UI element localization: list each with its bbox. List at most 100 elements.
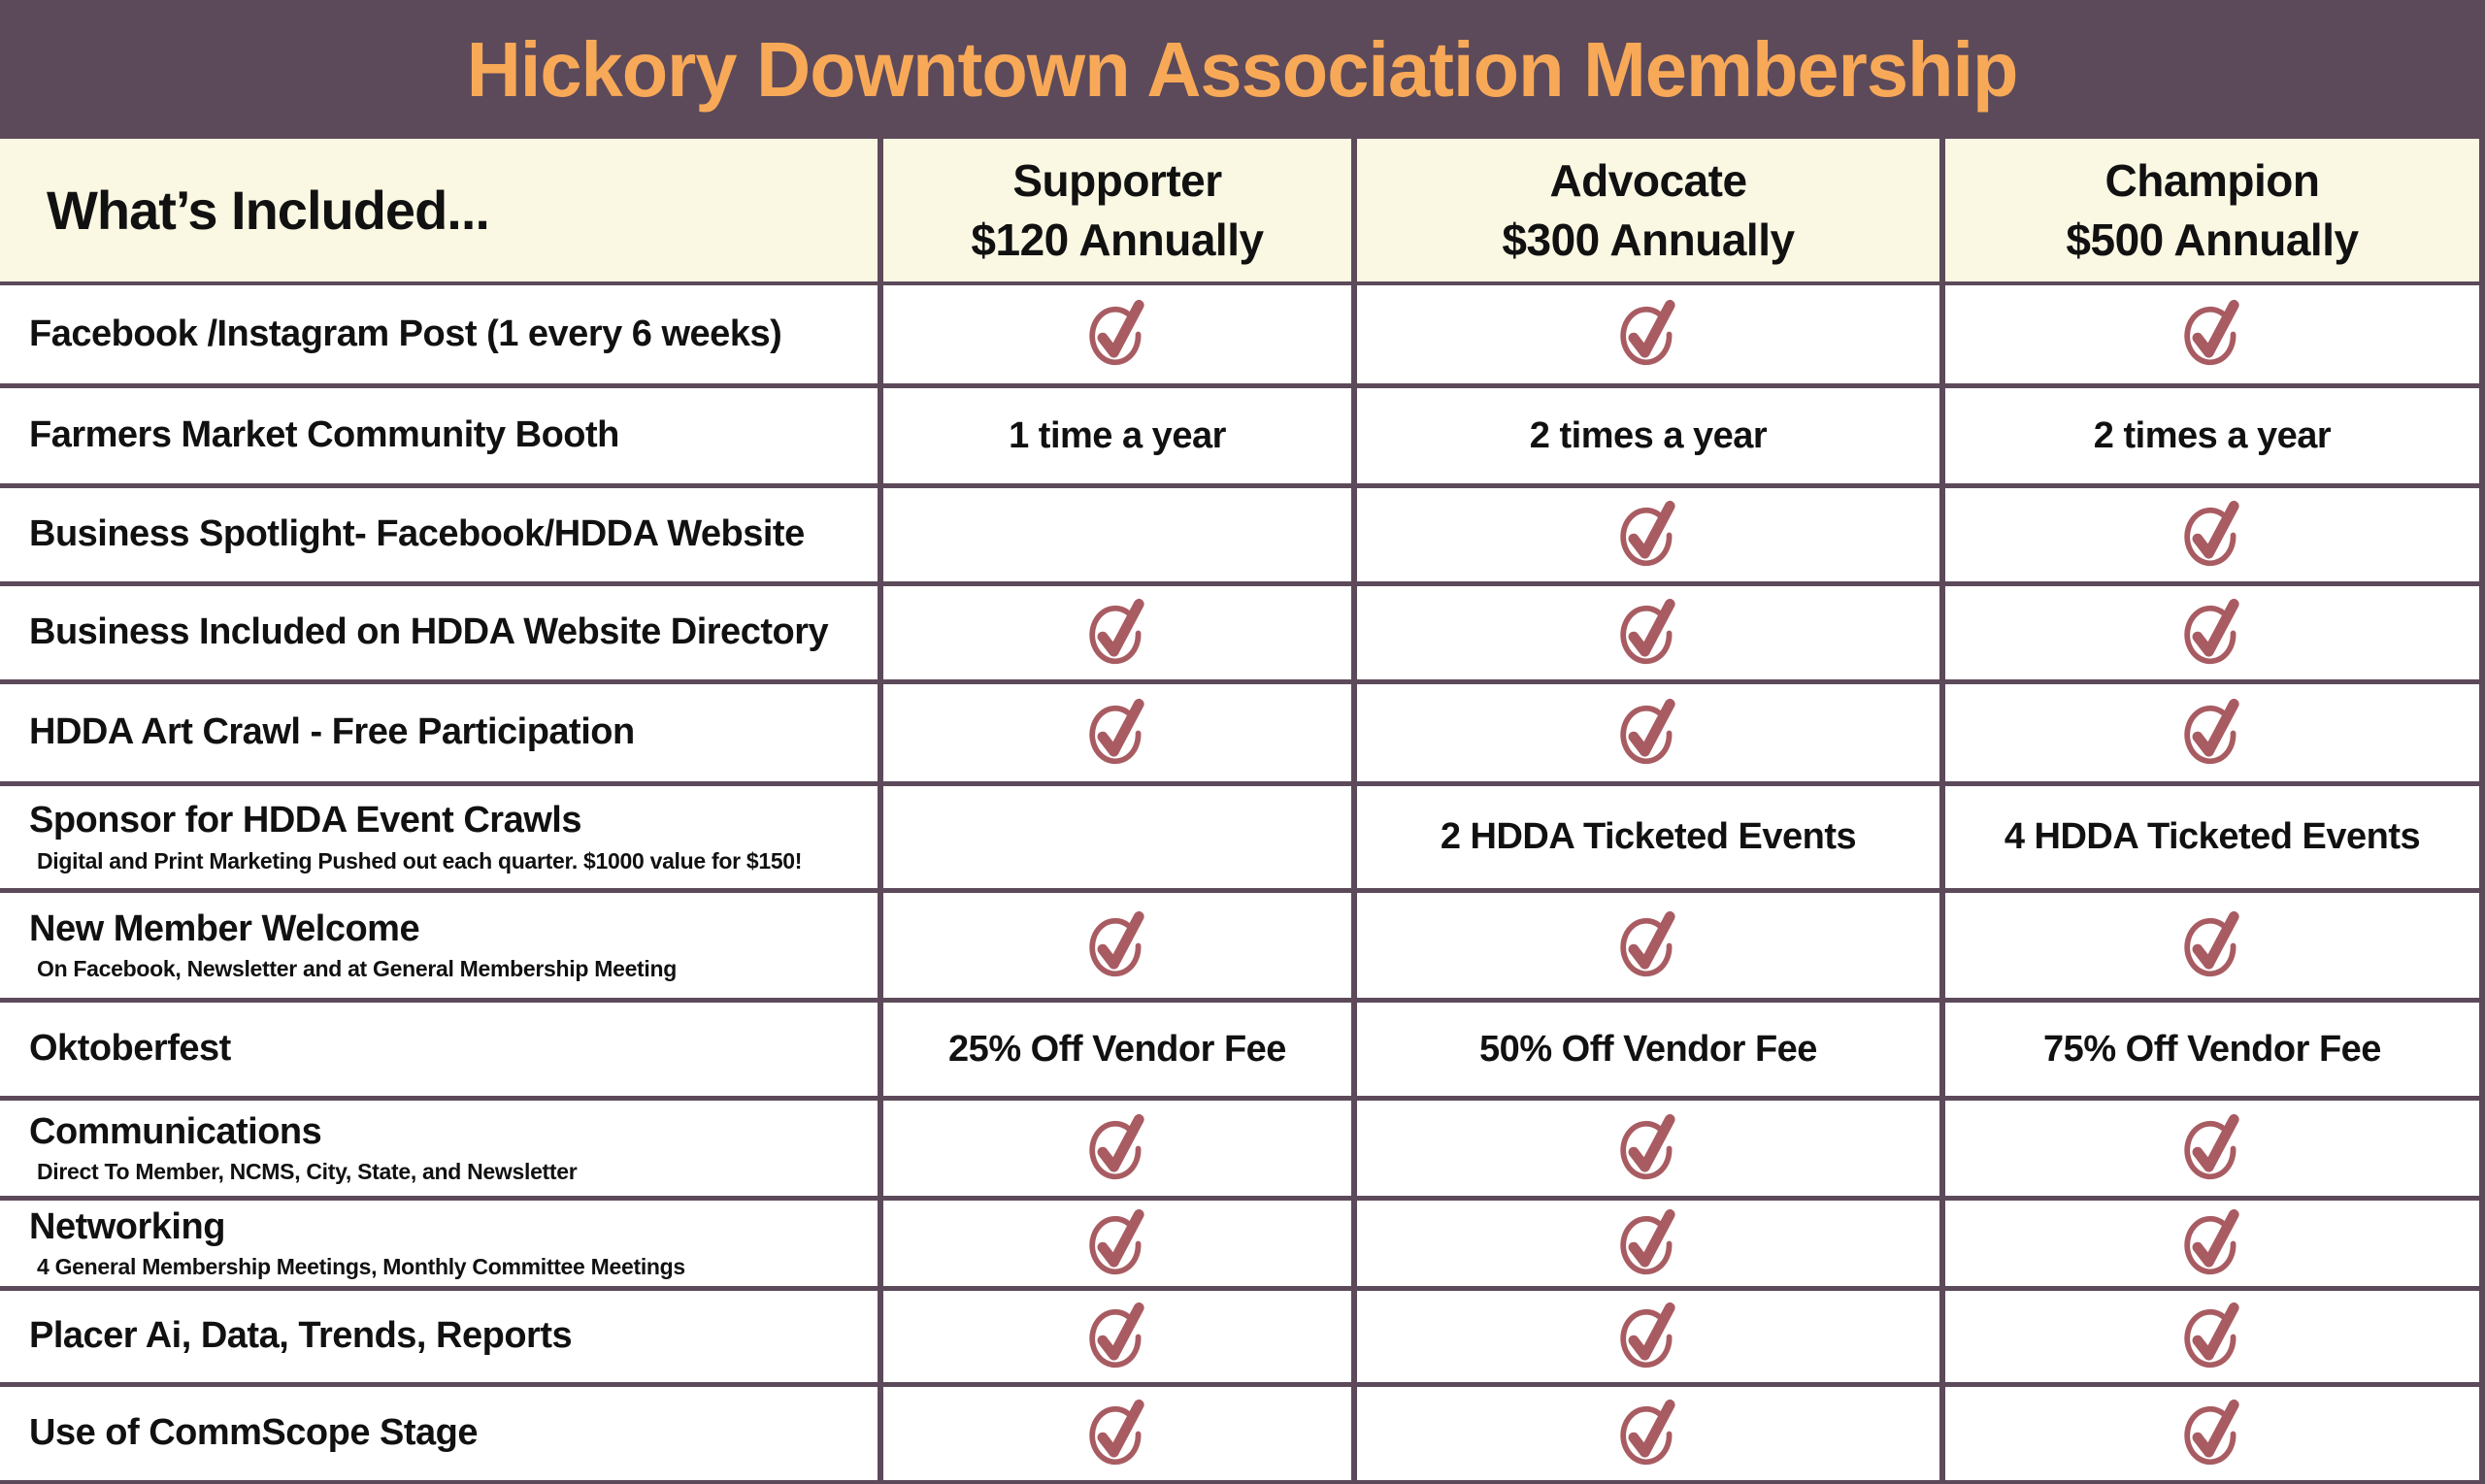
advocate-value-cell — [1357, 586, 1945, 679]
feature-cell: HDDA Art Crawl - Free Participation — [0, 684, 883, 781]
advocate-value-cell — [1357, 893, 1945, 998]
supporter-value-cell — [883, 684, 1357, 781]
feature-sublabel: 4 General Membership Meetings, Monthly C… — [37, 1254, 685, 1280]
advocate-value-cell — [1357, 1291, 1945, 1382]
advocate-value-cell: 50% Off Vendor Fee — [1357, 1003, 1945, 1096]
feature-label: HDDA Art Crawl - Free Participation — [29, 711, 635, 753]
table-row: New Member Welcome On Facebook, Newslett… — [0, 893, 2485, 1003]
champion-value-cell — [1945, 488, 2485, 581]
feature-label: Networking — [29, 1205, 225, 1247]
table-row: Business Spotlight- Facebook/HDDA Websit… — [0, 488, 2485, 586]
checkmark-icon — [1620, 299, 1675, 366]
table-row: HDDA Art Crawl - Free Participation — [0, 684, 2485, 786]
column-header-champion: Champion $500 Annually — [1945, 139, 2485, 281]
champion-value-cell — [1945, 893, 2485, 998]
checkmark-icon — [1620, 698, 1675, 764]
checkmark-icon — [2184, 698, 2239, 764]
checkmark-icon — [1089, 910, 1144, 976]
title-bar: Hickory Downtown Association Membership — [0, 0, 2485, 139]
feature-sublabel: On Facebook, Newsletter and at General M… — [37, 956, 678, 982]
feature-cell: New Member Welcome On Facebook, Newslett… — [0, 893, 883, 998]
advocate-value-cell — [1357, 488, 1945, 581]
supporter-value-cell — [883, 488, 1357, 581]
cell-value: 2 times a year — [1529, 414, 1768, 456]
cell-value: 2 HDDA Ticketed Events — [1440, 816, 1857, 857]
feature-label: Business Included on HDDA Website Direct… — [29, 611, 829, 653]
plan-price: $300 Annually — [1502, 214, 1795, 265]
table-row: Business Included on HDDA Website Direct… — [0, 586, 2485, 684]
feature-cell: Placer Ai, Data, Trends, Reports — [0, 1291, 883, 1382]
checkmark-icon — [1620, 1208, 1675, 1274]
table-row: Oktoberfest 25% Off Vendor Fee 50% Off V… — [0, 1003, 2485, 1101]
advocate-value-cell — [1357, 684, 1945, 781]
feature-label: Sponsor for HDDA Event Crawls — [29, 800, 581, 841]
plan-price: $500 Annually — [2066, 214, 2359, 265]
table-row: Farmers Market Community Booth 1 time a … — [0, 388, 2485, 488]
checkmark-icon — [2184, 1113, 2239, 1179]
champion-value-cell: 75% Off Vendor Fee — [1945, 1003, 2485, 1096]
table-row: Facebook /Instagram Post (1 every 6 week… — [0, 285, 2485, 388]
feature-cell: Business Spotlight- Facebook/HDDA Websit… — [0, 488, 883, 581]
checkmark-icon — [2184, 500, 2239, 566]
plan-name: Advocate — [1549, 154, 1747, 206]
champion-value-cell — [1945, 285, 2485, 383]
feature-label: Placer Ai, Data, Trends, Reports — [29, 1315, 573, 1357]
champion-value-cell: 4 HDDA Ticketed Events — [1945, 786, 2485, 888]
feature-cell: Farmers Market Community Booth — [0, 388, 883, 483]
advocate-value-cell — [1357, 285, 1945, 383]
supporter-value-cell — [883, 586, 1357, 679]
feature-label: Oktoberfest — [29, 1028, 231, 1070]
checkmark-icon — [2184, 1302, 2239, 1368]
table-header-row: What’s Included... Supporter $120 Annual… — [0, 139, 2485, 285]
supporter-value-cell: 25% Off Vendor Fee — [883, 1003, 1357, 1096]
champion-value-cell — [1945, 684, 2485, 781]
feature-label: New Member Welcome — [29, 907, 420, 949]
cell-value: 1 time a year — [1009, 414, 1226, 456]
supporter-value-cell — [883, 1387, 1357, 1480]
column-header-advocate: Advocate $300 Annually — [1357, 139, 1945, 281]
cell-value: 25% Off Vendor Fee — [948, 1028, 1286, 1070]
advocate-value-cell — [1357, 1201, 1945, 1286]
cell-value: 75% Off Vendor Fee — [2043, 1028, 2381, 1070]
feature-label: Communications — [29, 1110, 322, 1152]
feature-sublabel: Direct To Member, NCMS, City, State, and… — [37, 1159, 578, 1185]
supporter-value-cell — [883, 1101, 1357, 1196]
feature-cell: Business Included on HDDA Website Direct… — [0, 586, 883, 679]
plan-name: Supporter — [1012, 154, 1222, 206]
page-title: Hickory Downtown Association Membership — [467, 25, 2019, 113]
checkmark-icon — [1620, 1399, 1675, 1465]
supporter-value-cell — [883, 285, 1357, 383]
feature-label: Farmers Market Community Booth — [29, 414, 619, 456]
feature-label: Use of CommScope Stage — [29, 1412, 479, 1454]
feature-label: Facebook /Instagram Post (1 every 6 week… — [29, 313, 782, 354]
supporter-value-cell — [883, 1201, 1357, 1286]
plan-price: $120 Annually — [971, 214, 1264, 265]
checkmark-icon — [2184, 299, 2239, 366]
advocate-value-cell — [1357, 1101, 1945, 1196]
champion-value-cell — [1945, 1387, 2485, 1480]
table-row: Communications Direct To Member, NCMS, C… — [0, 1101, 2485, 1201]
checkmark-icon — [1089, 698, 1144, 764]
column-header-supporter: Supporter $120 Annually — [883, 139, 1357, 281]
champion-value-cell — [1945, 1291, 2485, 1382]
checkmark-icon — [1089, 1113, 1144, 1179]
checkmark-icon — [2184, 598, 2239, 664]
checkmark-icon — [1089, 1302, 1144, 1368]
table-row: Networking 4 General Membership Meetings… — [0, 1201, 2485, 1291]
checkmark-icon — [2184, 1399, 2239, 1465]
checkmark-icon — [2184, 1208, 2239, 1274]
checkmark-icon — [1089, 1399, 1144, 1465]
checkmark-icon — [1620, 598, 1675, 664]
plan-name: Champion — [2104, 154, 2320, 206]
feature-cell: Networking 4 General Membership Meetings… — [0, 1201, 883, 1286]
cell-value: 4 HDDA Ticketed Events — [2004, 816, 2421, 857]
supporter-value-cell — [883, 893, 1357, 998]
champion-value-cell — [1945, 1201, 2485, 1286]
champion-value-cell: 2 times a year — [1945, 388, 2485, 483]
membership-table: What’s Included... Supporter $120 Annual… — [0, 139, 2485, 1484]
table-row: Use of CommScope Stage — [0, 1387, 2485, 1484]
checkmark-icon — [1620, 500, 1675, 566]
feature-label: Business Spotlight- Facebook/HDDA Websit… — [29, 513, 805, 555]
checkmark-icon — [1089, 299, 1144, 366]
